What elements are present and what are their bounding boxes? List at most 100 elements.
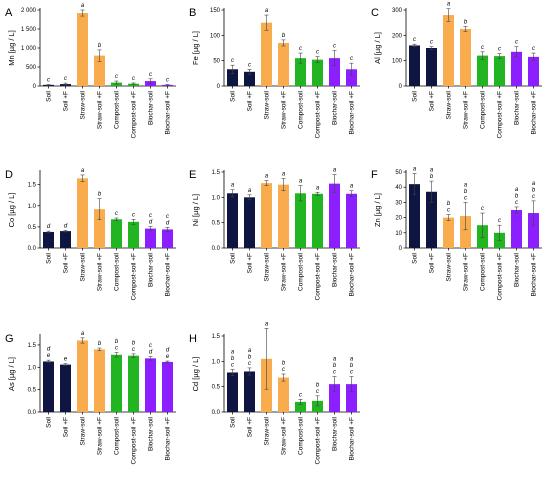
panel-a-significance-letter: c: [64, 76, 67, 82]
panel-d-category-label: Straw-soil: [80, 252, 87, 281]
panel-h-significance-letter: a: [248, 348, 252, 354]
panel-d-category-label: Compost-soil: [114, 252, 121, 290]
panel-c-bar: [477, 55, 488, 86]
panel-h-bar: [227, 372, 238, 412]
panel-e-category-label: Compost-soil: [298, 252, 305, 290]
panel-e-significance-letter: a: [282, 172, 286, 178]
panel-b-ylabel: Fe [µg / L]: [191, 31, 200, 65]
panel-b-letter: B: [189, 7, 196, 19]
panel-g-bar: [94, 349, 105, 412]
panel-d-significance-letter: d: [64, 223, 68, 229]
panel-f-bar: [528, 213, 539, 248]
panel-c-bar: [426, 48, 437, 86]
panel-b-category-label: Compost-soil: [298, 90, 305, 128]
panel-b-significance-letter: c: [299, 46, 302, 52]
panel-h-significance-letter: c: [231, 362, 234, 368]
panel-h-significance-letter: b: [282, 361, 286, 367]
panel-c-category-label: Compost-soil: [480, 90, 487, 128]
panel-g-ytick-label: 0.0: [28, 410, 37, 416]
panel-f-bar: [409, 184, 420, 248]
panel-b-ytick-label: 50: [213, 59, 220, 65]
panel-e-ytick-label: 1.5: [212, 170, 221, 176]
panel-a-letter: A: [5, 7, 13, 19]
panel-e-ytick-label: 0.5: [212, 221, 221, 227]
panel-a-category-label: Biochar-soil: [148, 90, 155, 125]
panel-a-significance-letter: c: [132, 76, 135, 82]
panel-g-significance-letter: c: [115, 346, 118, 352]
panel-d-ylabel: Co [µg / L]: [7, 193, 16, 228]
panel-f-bar: [443, 217, 454, 248]
panel-b-significance-letter: c: [231, 58, 234, 64]
panel-g-significance-letter: d: [149, 350, 153, 356]
panel-c-ytick-label: 300: [392, 8, 403, 14]
panel-a-category-label: Biochar-soil +F: [165, 91, 172, 135]
panel-d-ytick-label: 0.5: [28, 225, 37, 231]
panel-a-category-label: Compost-soil +F: [131, 91, 138, 139]
panel-f-significance-letter: c: [532, 194, 535, 200]
panel-d-bar: [128, 221, 139, 248]
panel-c-category-label: Straw-soil: [446, 90, 453, 119]
panel-h-bar: [329, 384, 340, 412]
panel-f-bar: [426, 191, 437, 248]
panel-h-bar: [244, 371, 255, 412]
panel-h-ytick-label: 0.0: [212, 410, 221, 416]
panel-a-ylabel: Mn [µg / L]: [7, 30, 16, 66]
panel-h-category-label: Straw-soil +F: [281, 417, 288, 455]
panel-g-significance-letter: b: [132, 340, 136, 346]
panel-b-bar: [329, 58, 340, 86]
panel-f-significance-letter: b: [464, 189, 468, 195]
panel-b-bar: [312, 59, 323, 86]
panel-g-ytick-label: 0.5: [28, 388, 37, 394]
panel-h-significance-letter: a: [350, 357, 354, 363]
panel-b-significance-letter: a: [265, 8, 269, 14]
panel-e-ylabel: Ni [µg / L]: [191, 194, 200, 226]
panel-b-category-label: Biochar-soil +F: [349, 91, 356, 135]
panel-f-significance-letter: c: [481, 206, 484, 212]
panel-b-bar: [278, 42, 289, 86]
panel-g-category-label: Soil +F: [63, 417, 70, 437]
panel-d-bar: [94, 209, 105, 248]
panel-c-ylabel: Al [µg / L]: [373, 32, 382, 64]
panel-f-significance-letter: a: [430, 168, 434, 174]
panel-c-letter: C: [371, 7, 379, 19]
panel-g-bar: [162, 361, 173, 412]
panel-e-category-label: Biochar-soil: [332, 252, 339, 287]
panel-g-ytick-label: 1.0: [28, 365, 37, 371]
panel-g-bar: [77, 340, 88, 412]
panel-h-bar: [346, 384, 357, 412]
panel-d-significance-letter: d: [166, 220, 170, 226]
panel-f-significance-letter: b: [430, 174, 434, 180]
panel-d-significance-letter: d: [149, 219, 153, 225]
panel-f-ytick-label: 10: [395, 231, 402, 237]
panel-f-significance-letter: a: [464, 182, 468, 188]
panel-h-significance-letter: c: [350, 370, 353, 376]
panel-f-category-label: Biochar-soil +F: [531, 253, 538, 297]
panel-g-bar: [111, 354, 122, 412]
panel-c-significance-letter: a: [447, 2, 451, 8]
panel-d-category-label: Biochar-soil: [148, 252, 155, 287]
panel-h-ytick-label: 0.5: [212, 385, 221, 391]
panel-f-significance-letter: c: [515, 200, 518, 206]
panel-c-ytick-label: 200: [392, 33, 403, 39]
panel-b-significance-letter: b: [282, 33, 286, 39]
panel-a-category-label: Soil +F: [63, 91, 70, 111]
panel-b-significance-letter: c: [350, 56, 353, 62]
panel-h-category-label: Soil +F: [247, 417, 254, 437]
panel-h-category-label: Straw-soil: [264, 416, 271, 445]
panel-g-category-label: Straw-soil: [80, 416, 87, 445]
panel-e-category-label: Biochar-soil +F: [349, 253, 356, 297]
panel-h-significance-letter: a: [333, 357, 337, 363]
panel-c-ytick-label: 100: [392, 59, 403, 65]
panel-g-significance-letter: d: [47, 347, 51, 353]
panel-h-bar: [295, 401, 306, 412]
panel-e-significance-letter: a: [333, 168, 337, 174]
panel-e-category-label: Straw-soil: [264, 252, 271, 281]
panel-a-bar: [77, 13, 88, 86]
panel-e-bar: [227, 193, 238, 248]
panel-h-significance-letter: b: [248, 354, 252, 360]
panel-d-category-label: Compost-soil +F: [131, 253, 138, 301]
panel-e-bar: [312, 193, 323, 248]
panel-e-significance-letter: a: [299, 179, 303, 185]
panel-f-significance-letter: a: [532, 181, 536, 187]
